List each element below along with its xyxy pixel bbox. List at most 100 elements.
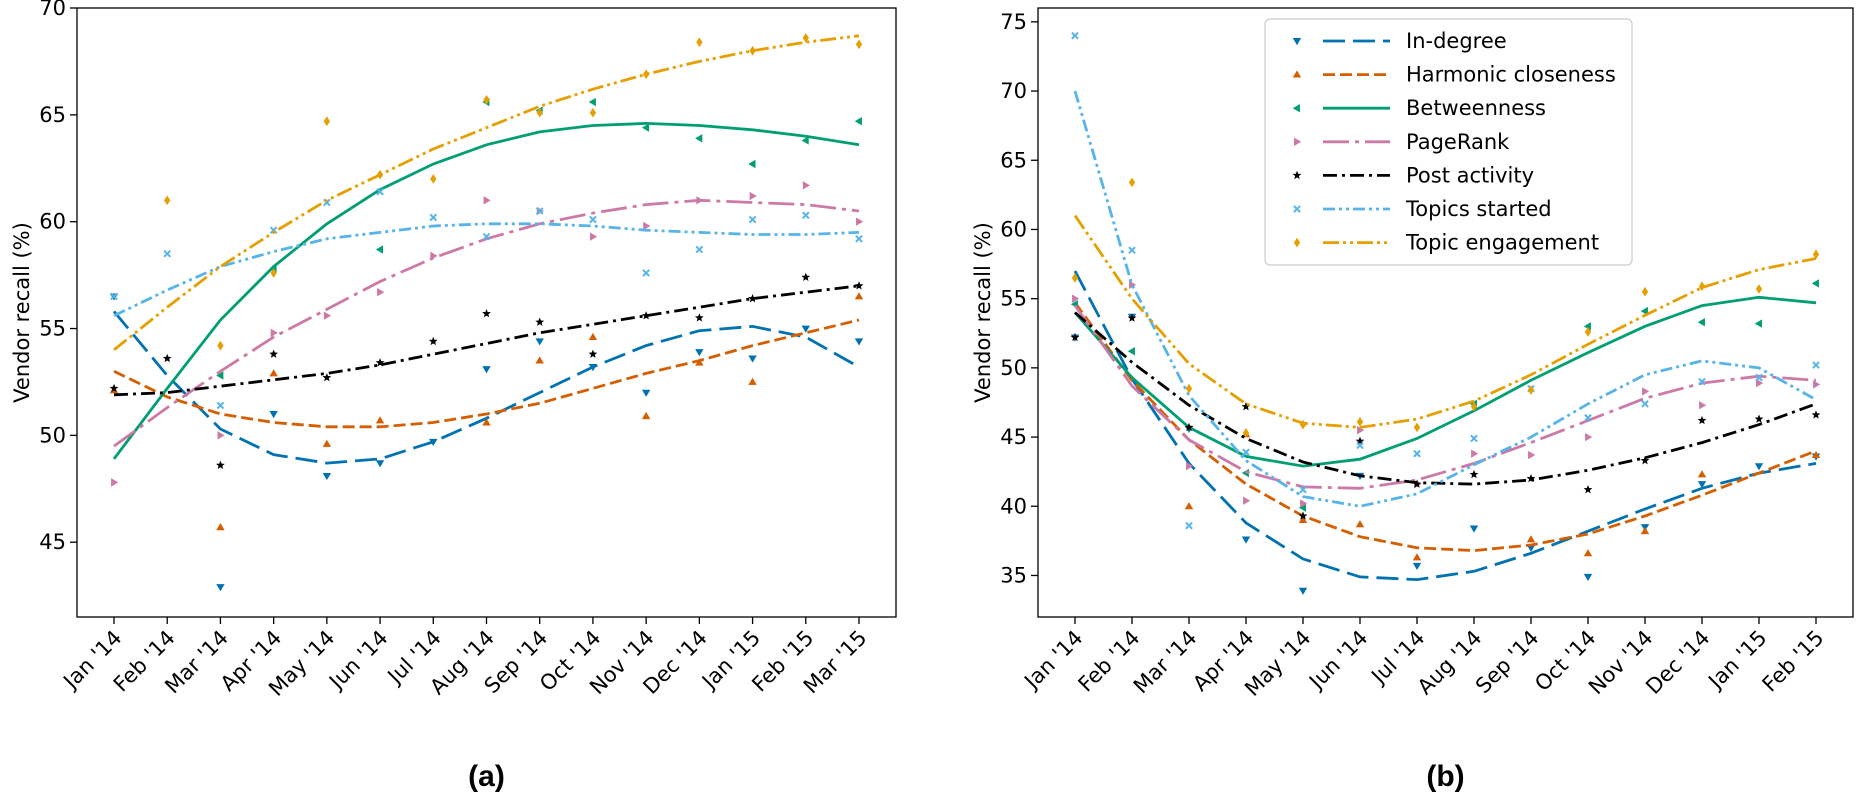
- point-betweenness: [801, 136, 809, 145]
- point-post-activity: [1184, 422, 1194, 432]
- point-post-activity: [1583, 485, 1593, 494]
- point-topic-engagement: [376, 169, 384, 180]
- x-tick-label: Feb '15: [1758, 626, 1829, 697]
- legend-marker-topic-engagement: [1293, 237, 1301, 248]
- point-in-degree: [1526, 544, 1536, 552]
- point-in-degree: [1412, 562, 1422, 570]
- point-topic-engagement: [802, 33, 809, 43]
- point-topic-engagement: [1812, 249, 1820, 260]
- point-pagerank: [1186, 461, 1194, 471]
- trend-line-harmonic-closeness: [1073, 301, 1817, 553]
- point-in-degree: [641, 389, 651, 397]
- point-in-degree: [801, 325, 810, 333]
- series-harmonic-closeness: [109, 292, 864, 531]
- point-post-activity: [1469, 469, 1479, 479]
- point-topics-started: [1242, 448, 1250, 457]
- point-post-activity: [748, 294, 757, 303]
- point-topic-engagement: [164, 195, 171, 206]
- point-post-activity: [1697, 415, 1707, 425]
- point-pagerank: [1243, 496, 1251, 505]
- series-harmonic-closeness: [1073, 301, 1821, 561]
- series-post-activity: [1070, 311, 1821, 520]
- point-topic-engagement: [1071, 273, 1079, 283]
- point-topic-engagement: [217, 340, 224, 351]
- point-harmonic-closeness: [1697, 470, 1707, 478]
- point-betweenness: [588, 97, 596, 107]
- point-topic-engagement: [642, 69, 650, 80]
- point-post-activity: [801, 272, 811, 281]
- point-harmonic-closeness: [1811, 450, 1821, 459]
- point-post-activity: [1640, 456, 1650, 465]
- point-pagerank: [430, 251, 438, 261]
- point-post-activity: [109, 383, 119, 393]
- point-topics-started: [110, 292, 118, 301]
- legend-box: [1264, 18, 1633, 266]
- point-pagerank: [856, 217, 864, 226]
- point-betweenness: [641, 123, 650, 132]
- legend-label-topics-started: Topics started: [1405, 197, 1552, 221]
- point-in-degree: [482, 366, 491, 374]
- y-tick-label: 70: [1000, 79, 1027, 103]
- point-topic-engagement: [430, 174, 437, 184]
- point-topic-engagement: [1242, 428, 1250, 438]
- point-topic-engagement: [1755, 284, 1763, 294]
- y-tick-label: 60: [1000, 217, 1027, 241]
- point-harmonic-closeness: [1526, 535, 1536, 543]
- y-tick-label: 40: [1000, 494, 1027, 518]
- point-topics-started: [216, 401, 225, 410]
- point-in-degree: [1697, 481, 1707, 489]
- point-pagerank: [1072, 294, 1080, 303]
- point-post-activity: [482, 308, 491, 318]
- point-topic-engagement: [1299, 419, 1307, 430]
- point-pagerank: [1129, 280, 1137, 290]
- y-tick-label: 60: [39, 210, 66, 234]
- point-post-activity: [1127, 313, 1137, 322]
- point-topics-started: [1185, 521, 1193, 530]
- point-harmonic-closeness: [695, 358, 704, 366]
- legend-marker-betweenness: [1292, 104, 1300, 113]
- trend-line-topics-started: [113, 222, 860, 317]
- trend-line-in-degree: [112, 310, 860, 465]
- point-in-degree: [854, 338, 864, 346]
- point-topics-started: [748, 215, 757, 224]
- point-topic-engagement: [696, 37, 703, 48]
- point-pagerank: [1642, 387, 1650, 396]
- point-pagerank: [589, 232, 598, 241]
- point-topics-started: [482, 232, 491, 241]
- legend: In-degree Harmonic closeness Betweenness Pa…: [1264, 18, 1633, 266]
- point-in-degree: [535, 338, 544, 346]
- point-topic-engagement: [1185, 383, 1193, 394]
- legend-label-post-activity: Post activity: [1406, 163, 1534, 187]
- point-post-activity: [854, 281, 864, 290]
- point-pagerank: [1300, 499, 1308, 508]
- x-tick-label: Dec '14: [1641, 626, 1714, 699]
- point-betweenness: [216, 371, 224, 380]
- panel-label-a: (a): [468, 760, 505, 793]
- point-pagerank: [1756, 378, 1764, 388]
- y-tick-label: 70: [39, 0, 66, 20]
- point-topics-started: [1071, 31, 1079, 40]
- point-in-degree: [1241, 536, 1251, 544]
- point-topic-engagement: [1527, 385, 1535, 395]
- point-topic-engagement: [270, 268, 277, 278]
- point-pagerank: [111, 478, 119, 487]
- point-harmonic-closeness: [216, 523, 225, 531]
- point-pagerank: [1813, 380, 1821, 389]
- legend-label-in-degree: In-degree: [1406, 29, 1507, 53]
- x-tick-label: Sep '14: [1471, 626, 1544, 699]
- point-topics-started: [1470, 434, 1478, 443]
- point-pagerank: [643, 221, 651, 231]
- x-tick-label: Mar '14: [1129, 626, 1202, 699]
- point-betweenness: [1127, 347, 1135, 356]
- point-topic-engagement: [1128, 177, 1136, 188]
- point-topics-started: [1584, 413, 1592, 422]
- point-in-degree: [429, 438, 438, 446]
- trend-line-topic-engagement: [1073, 214, 1817, 429]
- legend-label-betweenness: Betweenness: [1406, 96, 1546, 120]
- point-harmonic-closeness: [322, 439, 332, 447]
- point-harmonic-closeness: [1298, 515, 1308, 524]
- series-in-degree: [109, 293, 864, 592]
- point-pagerank: [696, 196, 704, 205]
